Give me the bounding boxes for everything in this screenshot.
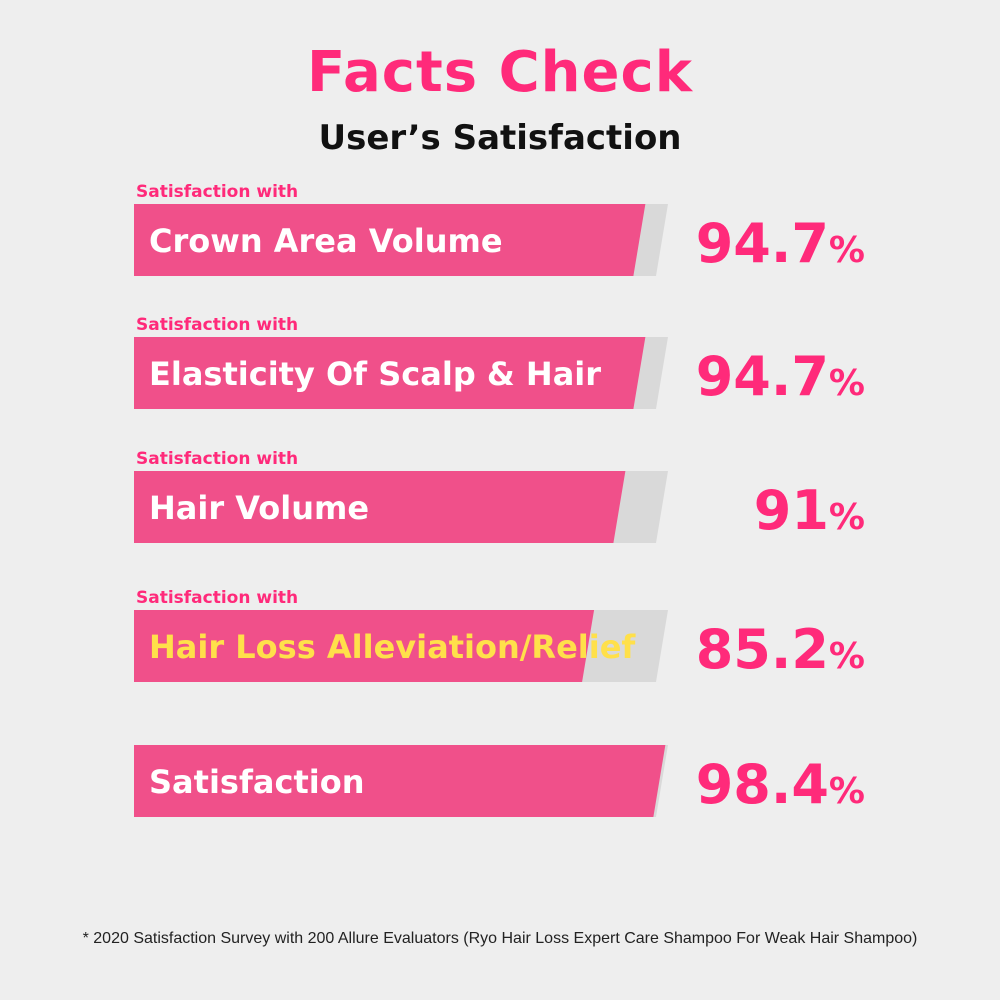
percent-unit: % [829,497,865,538]
bar-prefix-label: Satisfaction with [136,449,298,469]
bar-row: Satisfaction with Crown Area Volume 94.7% [134,182,865,276]
bar-category-label: Hair Loss Alleviation/Relief [149,628,636,666]
bar-row: Satisfaction with Elasticity Of Scalp & H… [134,315,865,409]
bar-row: Satisfaction 98.4% [134,745,865,817]
bar-fill [134,204,646,276]
bar-prefix-label: Satisfaction with [136,588,298,608]
bar-prefix-label: Satisfaction with [136,182,298,202]
bar-category-label: Hair Volume [149,489,369,527]
bar-fill [134,471,626,543]
bar-category-label: Crown Area Volume [149,222,503,260]
percent-unit: % [829,771,865,812]
percent-unit: % [829,363,865,404]
bar-category-label: Elasticity Of Scalp & Hair [149,355,601,393]
bar-fill [134,745,666,817]
bar-value-label: 94.7% [696,212,865,275]
bar-value-label: 91% [754,479,865,542]
bar-prefix-label: Satisfaction with [136,315,298,335]
bar-value-label: 85.2% [696,618,865,681]
bar-value-label: 98.4% [696,753,865,816]
bar-row: Satisfaction with Hair Loss Alleviation/R… [134,588,865,682]
bar-row: Satisfaction with Hair Volume 91% [134,449,865,543]
percent-unit: % [829,636,865,677]
page-title: Facts Check [307,40,693,105]
bar-value-label: 94.7% [696,345,865,408]
bar-fill [134,610,595,682]
bar-category-label: Satisfaction [149,763,364,801]
footnote: * 2020 Satisfaction Survey with 200 Allu… [82,930,918,947]
bar-fill [134,337,646,409]
percent-unit: % [829,230,865,271]
page-subtitle: User’s Satisfaction [318,118,682,158]
